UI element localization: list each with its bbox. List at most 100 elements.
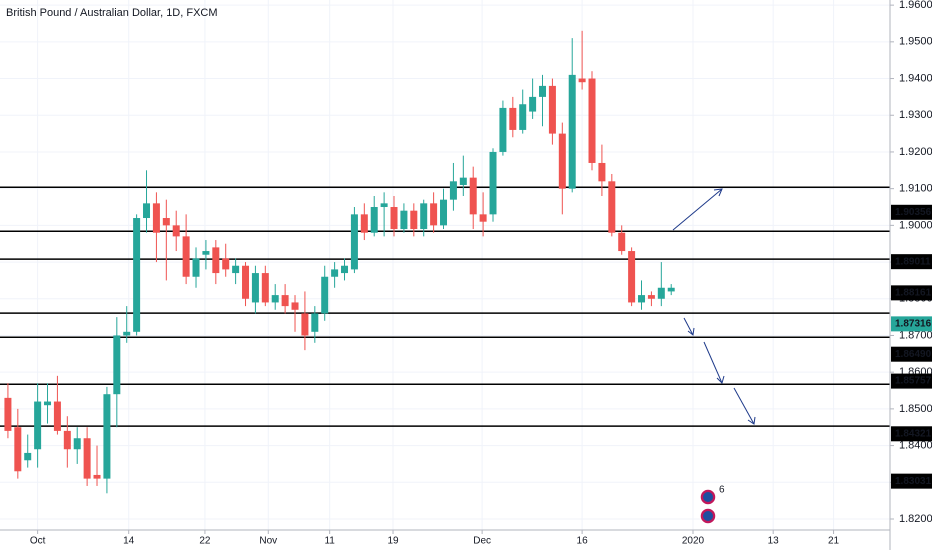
candle-body [182,236,190,277]
candle-body [152,203,160,233]
candle-body [370,207,378,233]
candle-body [539,85,547,97]
x-tick-label: 14 [123,536,135,547]
candle-body [172,225,180,237]
candle-body [83,438,91,479]
candle-body [93,474,101,479]
candle-body [34,401,42,450]
candle-body [558,133,566,189]
arrow [703,341,723,384]
candle-body [44,401,52,406]
candle-body [321,276,329,314]
arrow-head [713,188,723,197]
y-tick-label: 1.90000 [899,219,932,231]
arrow-head [687,327,695,336]
price-label: 1.83031 [895,476,932,487]
candle-body [548,85,556,134]
y-tick-label: 1.87000 [899,329,932,341]
candle-body [162,218,170,226]
grid [0,0,890,530]
candle-body [73,438,81,450]
y-tick-label: 1.82000 [899,513,932,525]
x-tick-label: 22 [199,536,211,547]
candle-body [350,214,358,270]
candle-body [499,107,507,152]
chart-title: British Pound / Australian Dollar, 1D, F… [6,7,218,19]
candle-body [638,295,646,303]
candle-body [133,218,141,332]
candle-body [529,96,537,112]
y-tick-label: 1.96000 [899,0,932,11]
candle-body [271,295,279,303]
event-icons[interactable]: 6 [699,485,725,525]
x-tick-label: 21 [828,536,840,547]
price-label: 1.86490 [895,349,932,360]
x-tick-label: 2020 [682,536,705,547]
y-tick-label: 1.91000 [899,183,932,195]
candle-body [192,258,200,277]
x-tick-label: 16 [577,536,589,547]
candle-body [143,203,151,219]
candle-body [647,295,655,299]
axes: 1.96000 1.95000 1.94000 1.93000 1.92000 1.910… [30,0,932,547]
candle-body [360,214,368,233]
candle-body [4,397,12,431]
candle-body [578,78,586,83]
candle-body [440,199,448,226]
candle-body [24,452,32,461]
candle-body [123,331,131,336]
event-icon-inner [703,511,713,521]
arrow [672,188,723,231]
y-tick-label: 1.85000 [899,403,932,415]
y-tick-label: 1.92000 [899,146,932,158]
candle-body [459,177,467,185]
x-tick-label: Dec [473,536,491,547]
price-label-bg [891,373,932,389]
x-tick-label: 19 [387,536,399,547]
arrow [733,387,755,425]
candle-body [449,181,457,200]
candle-body [420,203,428,230]
candle-body [53,401,61,431]
candle-body [232,265,240,274]
y-tick-label: 1.94000 [899,72,932,84]
price-label: 1.90356 [895,207,932,218]
candle-body [618,232,626,252]
arrow-head [747,416,756,425]
price-label-bg [891,254,932,270]
event-count: 6 [719,485,725,496]
price-label: 1.84321 [895,428,932,439]
x-tick-label: 11 [324,536,335,547]
price-label-bg [891,316,932,332]
candle-body [667,287,675,292]
candle-body [380,203,388,208]
arrow-head [716,375,725,384]
candle-body [212,247,220,274]
candle-body [598,162,606,182]
candle-body [588,78,596,163]
candle-body [410,210,418,230]
candle-body [63,430,71,450]
candle-body [469,177,477,215]
candle-body [14,427,22,472]
candle-body [341,265,349,274]
plot [4,30,675,494]
candle-body [281,295,289,307]
candle-body [331,269,339,277]
candle-body [489,151,497,215]
candle-body [261,273,269,303]
price-label: 1.89011 [895,256,931,267]
x-tick-label: Oct [30,536,46,547]
candle-body [519,104,527,130]
candle-body [251,273,259,303]
candle-body [103,394,111,479]
arrow [683,317,694,336]
candle-body [509,107,517,130]
candle-body [311,313,319,332]
arrows [672,188,756,425]
x-tick-label: Nov [259,536,277,547]
y-tick-label: 1.93000 [899,109,932,121]
price-label-bg [891,285,932,301]
